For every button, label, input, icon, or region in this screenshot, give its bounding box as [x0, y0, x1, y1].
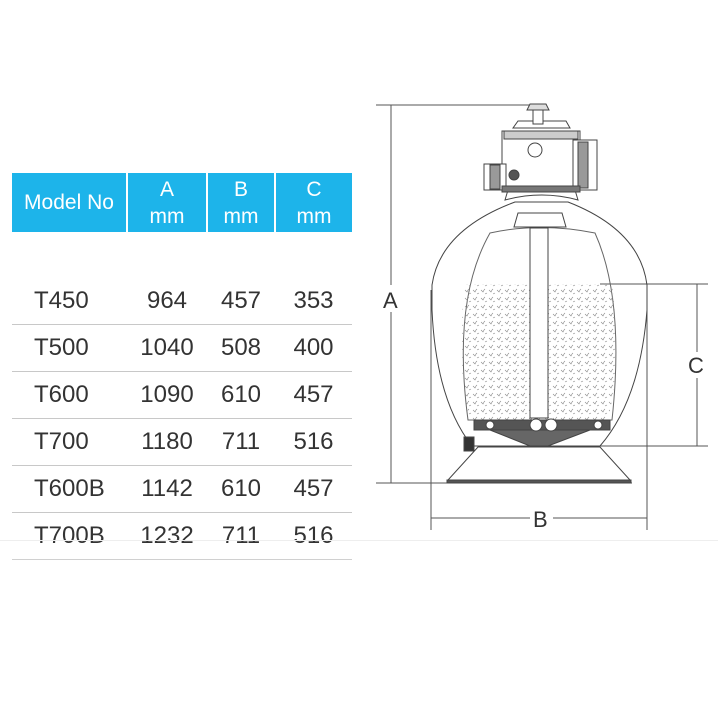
- a-cell: 1232: [127, 512, 207, 560]
- header-model-label: Model No: [24, 191, 114, 214]
- dimension-a-label: A: [383, 288, 398, 313]
- header-a-label: A: [159, 177, 174, 201]
- b-cell: 508: [207, 324, 275, 372]
- c-cell: 400: [275, 324, 352, 372]
- header-b-label: B: [233, 177, 248, 201]
- dimension-c-label: C: [688, 353, 704, 378]
- c-cell: 516: [275, 512, 352, 560]
- c-cell: 353: [275, 278, 352, 325]
- multiport-valve: [483, 103, 598, 201]
- b-cell: 610: [207, 465, 275, 513]
- model-cell: T600B: [12, 465, 127, 513]
- model-cell: T700B: [12, 512, 127, 560]
- header-a-unit: mm: [149, 204, 185, 228]
- a-cell: 1180: [127, 418, 207, 466]
- laterals: [473, 418, 611, 447]
- a-cell: 1040: [127, 324, 207, 372]
- table-row: T700 1180 711 516: [12, 418, 352, 466]
- a-cell: 1090: [127, 371, 207, 419]
- drain-plug: [463, 436, 475, 452]
- dimension-b-label: B: [533, 507, 548, 532]
- a-cell: 964: [127, 278, 207, 325]
- base-plate: [446, 479, 632, 484]
- table-row: T500 1040 508 400: [12, 324, 352, 372]
- table-row: T700B 1232 711 516: [12, 512, 352, 560]
- table-row: T600B 1142 610 457: [12, 465, 352, 513]
- table-row: T600 1090 610 457: [12, 371, 352, 419]
- dimension-c: [600, 283, 708, 447]
- table-row: T450 964 457 353: [12, 278, 352, 325]
- header-model: Model No: [12, 173, 127, 232]
- c-cell: 457: [275, 465, 352, 513]
- b-cell: 711: [207, 512, 275, 560]
- b-cell: 711: [207, 418, 275, 466]
- c-cell: 516: [275, 418, 352, 466]
- a-cell: 1142: [127, 465, 207, 513]
- b-cell: 610: [207, 371, 275, 419]
- diffuser: [513, 212, 567, 228]
- model-cell: T600: [12, 371, 127, 419]
- model-cell: T700: [12, 418, 127, 466]
- divider: [0, 540, 718, 541]
- center-pipe: [529, 227, 549, 419]
- model-cell: T450: [12, 278, 127, 325]
- header-b-unit: mm: [223, 204, 259, 228]
- b-cell: 457: [207, 278, 275, 325]
- dimension-b: [430, 290, 648, 530]
- header-c-unit: mm: [296, 204, 332, 228]
- tank-base: [446, 446, 632, 481]
- c-cell: 457: [275, 371, 352, 419]
- header-c-label: C: [306, 177, 322, 201]
- model-cell: T500: [12, 324, 127, 372]
- tank-body: [431, 201, 648, 447]
